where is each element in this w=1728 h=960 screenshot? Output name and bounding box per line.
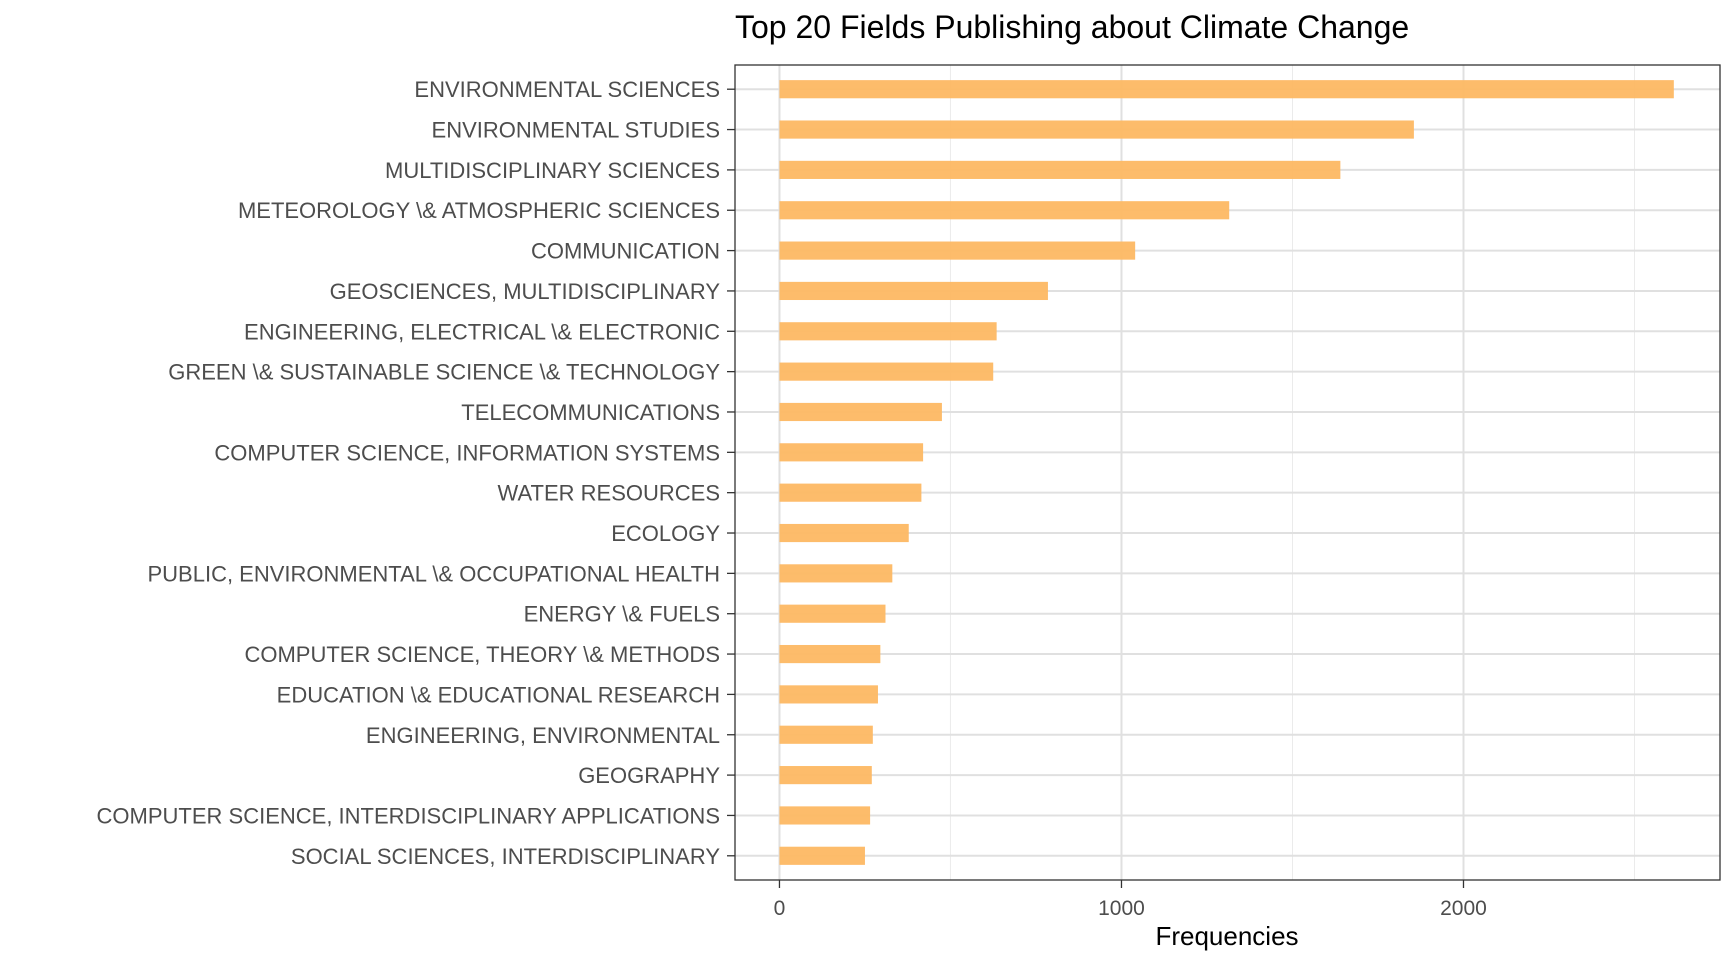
- y-tick-label: GEOGRAPHY: [578, 763, 720, 788]
- y-tick-label: COMPUTER SCIENCE, INFORMATION SYSTEMS: [214, 440, 720, 465]
- y-axis: ENVIRONMENTAL SCIENCES ENVIRONMENTAL STUD…: [97, 77, 735, 869]
- bar: [779, 201, 1230, 220]
- y-tick-label: GEOSCIENCES, MULTIDISCIPLINARY: [330, 279, 721, 304]
- y-tick-label: TELECOMMUNICATIONS: [461, 400, 720, 425]
- bar: [779, 281, 1048, 301]
- bar: [779, 604, 886, 623]
- bar: [779, 443, 924, 462]
- y-tick-label: WATER RESOURCES: [498, 481, 720, 506]
- bar: [779, 402, 942, 422]
- y-tick-label: ENGINEERING, ENVIRONMENTAL: [366, 723, 720, 748]
- y-tick-label: ENERGY \& FUELS: [524, 602, 720, 627]
- x-axis-title: Frequencies: [1155, 921, 1298, 951]
- y-tick-label: SOCIAL SCIENCES, INTERDISCIPLINARY: [291, 844, 720, 869]
- x-tick-label: 2000: [1440, 897, 1487, 920]
- bar: [779, 523, 909, 543]
- y-tick-label: ECOLOGY: [611, 521, 720, 546]
- bar: [779, 322, 997, 341]
- bar: [779, 725, 873, 744]
- y-tick-label: PUBLIC, ENVIRONMENTAL \& OCCUPATIONAL HE…: [147, 561, 720, 586]
- bar: [779, 120, 1414, 139]
- bar: [779, 685, 878, 704]
- y-tick-label: ENGINEERING, ELECTRICAL \& ELECTRONIC: [244, 319, 720, 344]
- bar: [779, 564, 893, 583]
- y-tick-label: ENVIRONMENTAL STUDIES: [432, 118, 720, 143]
- minor-gridlines: [949, 65, 1635, 880]
- bar: [779, 846, 865, 865]
- bar: [779, 160, 1341, 179]
- chart-title: Top 20 Fields Publishing about Climate C…: [735, 9, 1409, 45]
- y-tick-label: COMPUTER SCIENCE, INTERDISCIPLINARY APPL…: [97, 803, 720, 828]
- y-tick-label: EDUCATION \& EDUCATIONAL RESEARCH: [277, 682, 720, 707]
- y-tick-label: METEOROLOGY \& ATMOSPHERIC SCIENCES: [238, 198, 720, 223]
- y-tick-label: COMPUTER SCIENCE, THEORY \& METHODS: [244, 642, 720, 667]
- bars: [779, 80, 1674, 865]
- x-tick-label: 1000: [1098, 897, 1145, 920]
- bar: [779, 483, 922, 502]
- bar: [779, 766, 872, 785]
- bar: [779, 806, 871, 825]
- y-tick-label: GREEN \& SUSTAINABLE SCIENCE \& TECHNOLO…: [168, 360, 720, 385]
- bar: [779, 644, 881, 664]
- bar: [779, 80, 1674, 99]
- y-tick-label: MULTIDISCIPLINARY SCIENCES: [385, 158, 720, 183]
- y-tick-label: ENVIRONMENTAL SCIENCES: [414, 77, 720, 102]
- x-axis: 0 1000 2000: [774, 880, 1487, 920]
- x-tick-label: 0: [774, 897, 786, 920]
- bar: [779, 362, 994, 381]
- plot-panel-border: [734, 64, 1721, 881]
- y-tick-label: COMMUNICATION: [531, 239, 720, 264]
- bar: [779, 241, 1136, 260]
